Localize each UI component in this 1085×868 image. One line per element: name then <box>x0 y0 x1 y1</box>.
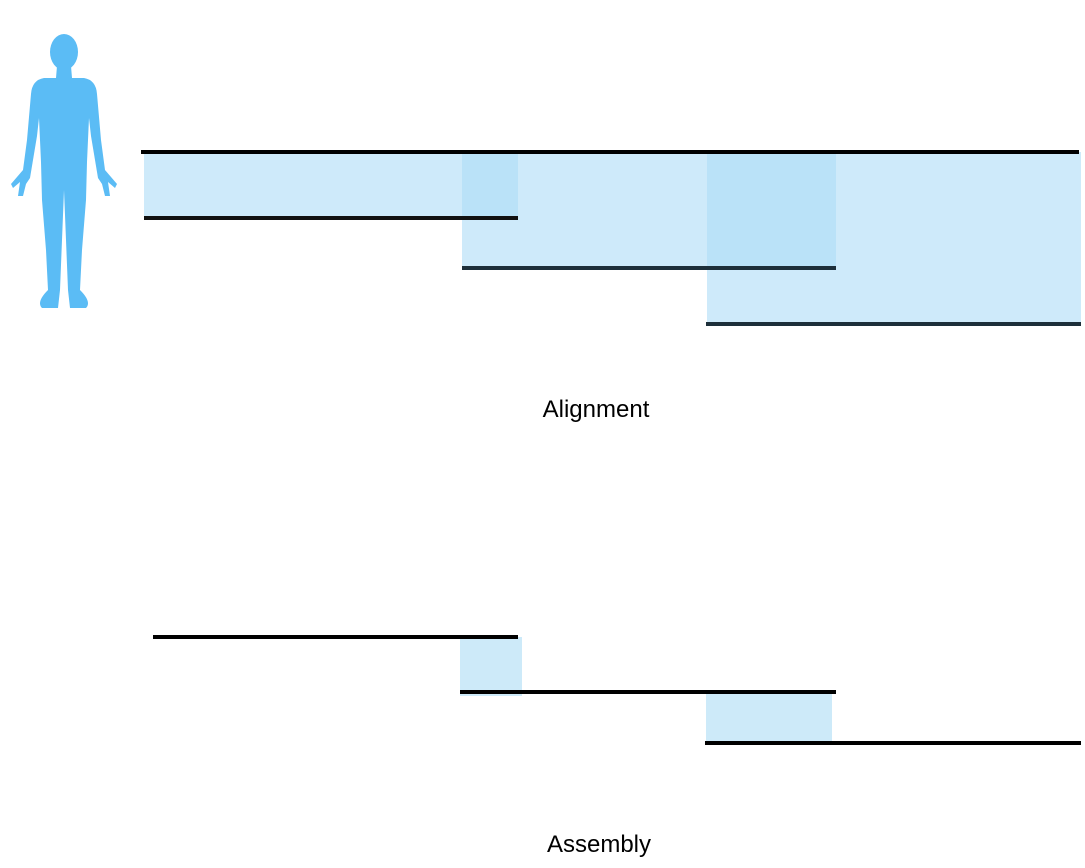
alignment-read-3-coverage <box>707 152 1081 324</box>
alignment-read-1-coverage <box>144 152 518 218</box>
assembly-lines <box>153 635 1081 745</box>
assembly-overlap-regions <box>460 637 832 744</box>
assembly-overlap-1 <box>460 637 522 696</box>
alignment-overlap-regions <box>144 152 1081 324</box>
alignment-lines <box>141 150 1081 326</box>
assembly-label: Assembly <box>546 831 652 858</box>
human-body-icon <box>11 34 117 308</box>
assembly-overlap-2 <box>706 692 832 744</box>
alignment-label: Alignment <box>542 396 650 423</box>
